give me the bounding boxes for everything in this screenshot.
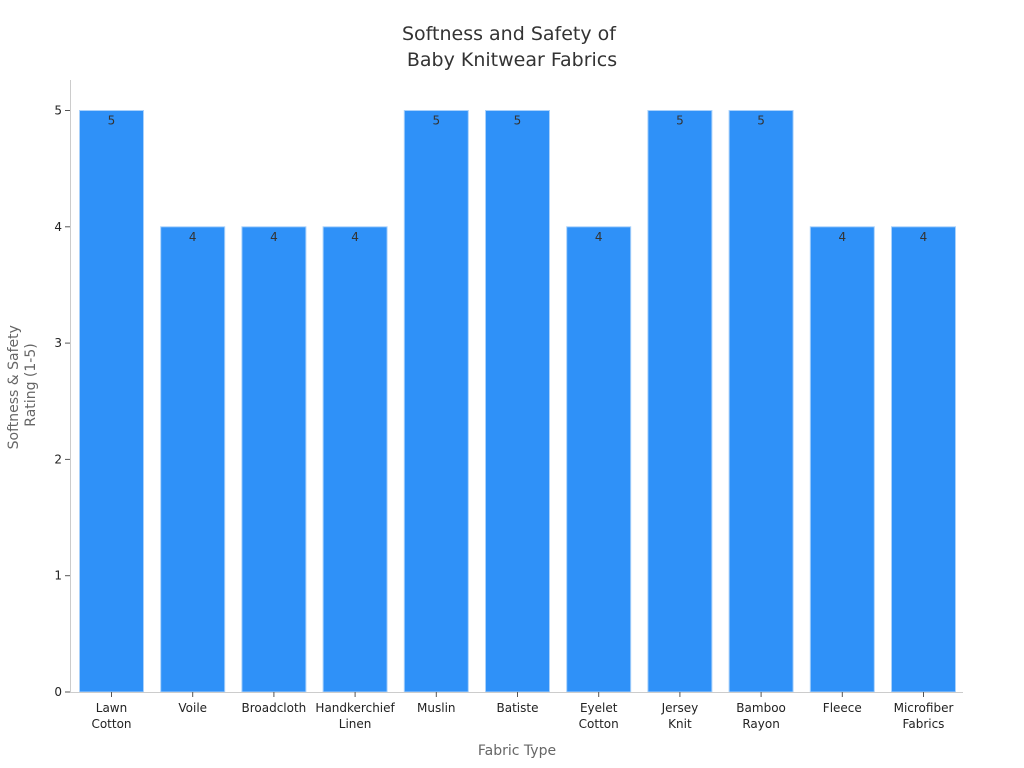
chart-title-line-1: Softness and Safety of [402, 23, 617, 45]
bar [566, 226, 632, 693]
x-tick-label-line: Muslin [417, 701, 455, 715]
y-axis-title-line-1: Softness & Safety [6, 325, 22, 449]
bar-value-label: 4 [838, 230, 846, 244]
bar-value-label: 5 [108, 114, 116, 128]
x-tick-label-line: Knit [668, 717, 692, 731]
x-tick-label: Lawn Cotton [91, 701, 131, 731]
bar [891, 226, 956, 693]
x-tick-label-line: Lawn [96, 701, 127, 715]
bar-value-label: 4 [270, 230, 278, 244]
data-labels-layer: 5 4 4 4 5 5 4 5 5 4 4 [108, 114, 928, 244]
x-tick-label-line: Cotton [579, 717, 619, 731]
y-tick-label: 0 [54, 685, 62, 699]
bar [241, 226, 307, 693]
x-tick-label-line: Broadcloth [241, 701, 306, 715]
x-tick-label: Voile [178, 701, 207, 715]
bar-value-label: 4 [351, 230, 359, 244]
x-tick-label-line: Handkerchief [315, 701, 395, 715]
bars-layer [79, 110, 956, 693]
bar [485, 110, 550, 693]
x-tick-label-line: Microfiber [894, 701, 954, 715]
y-tick-label: 5 [54, 104, 62, 118]
x-tick-label: Muslin [417, 701, 455, 715]
x-tick-label: Broadcloth [241, 701, 306, 715]
bar [322, 226, 388, 693]
bar-value-label: 5 [757, 114, 765, 128]
bar-value-label: 4 [595, 230, 603, 244]
x-axis-title: Fabric Type [478, 743, 556, 759]
bar [809, 226, 875, 693]
x-tick-label: Handkerchief Linen [315, 701, 395, 731]
x-tick-label-line: Linen [339, 717, 372, 731]
x-tick-label-line: Fabrics [903, 717, 945, 731]
y-tick-label: 3 [54, 336, 62, 350]
chart-title: Softness and Safety of Baby Knitwear Fab… [402, 23, 622, 71]
chart-title-line-2: Baby Knitwear Fabrics [407, 49, 617, 71]
bar-value-label: 4 [189, 230, 197, 244]
bar [160, 226, 226, 693]
bar-value-label: 4 [920, 230, 928, 244]
x-axis-ticks: Lawn Cotton Voile Broadcloth Handkerchief Lin… [91, 692, 953, 731]
bar [647, 110, 713, 693]
x-tick-label-line: Batiste [497, 701, 539, 715]
x-tick-label: Batiste [497, 701, 539, 715]
y-axis-ticks: 0 1 2 3 4 5 [54, 104, 70, 699]
x-tick-label-line: Voile [178, 701, 207, 715]
x-tick-label: Bamboo Rayon [736, 701, 786, 731]
x-tick-label-line: Bamboo [736, 701, 786, 715]
bar-value-label: 5 [676, 114, 684, 128]
x-tick-label-line: Eyelet [580, 701, 618, 715]
x-tick-label-line: Fleece [823, 701, 862, 715]
x-tick-label-line: Jersey [661, 701, 699, 715]
bar [403, 110, 469, 693]
bar-value-label: 5 [432, 114, 440, 128]
y-axis-title: Softness & Safety Rating (1-5) [6, 321, 39, 450]
x-tick-label-line: Cotton [91, 717, 131, 731]
y-tick-label: 4 [54, 220, 62, 234]
x-tick-label: Eyelet Cotton [579, 701, 619, 731]
x-tick-label: Microfiber Fabrics [894, 701, 954, 731]
bar [79, 110, 144, 693]
x-tick-label: Jersey Knit [661, 701, 699, 731]
y-tick-label: 2 [54, 452, 62, 466]
bar-value-label: 5 [514, 114, 522, 128]
x-tick-label: Fleece [823, 701, 862, 715]
bar [728, 110, 794, 693]
y-tick-label: 1 [54, 569, 62, 583]
x-tick-label-line: Rayon [742, 717, 779, 731]
y-axis-title-line-2: Rating (1-5) [23, 343, 39, 426]
